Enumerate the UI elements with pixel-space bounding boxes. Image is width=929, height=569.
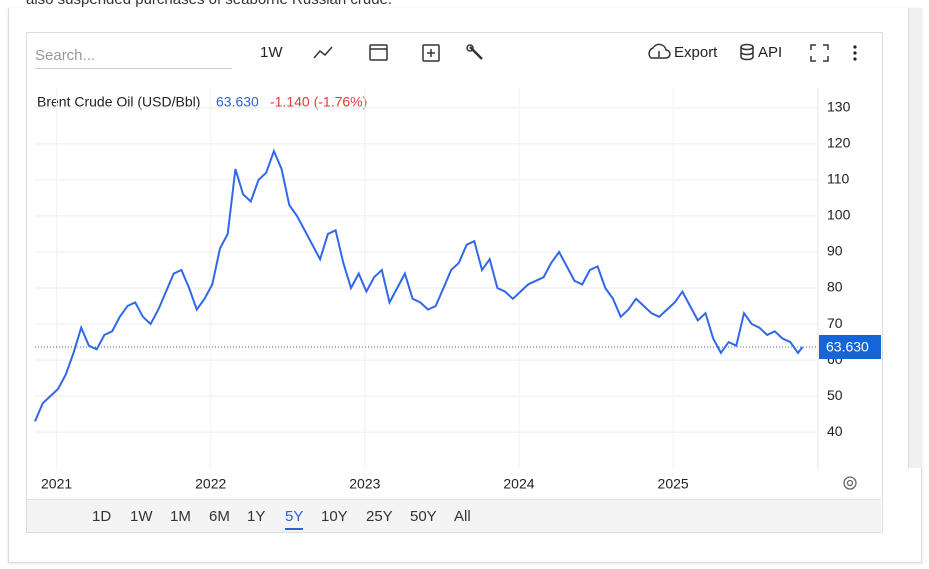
search-box[interactable]: Search... [35,44,232,69]
export-button[interactable]: Export [674,44,718,61]
y-tick-label: 130 [827,99,851,115]
last-price-label: 63.630 [826,339,869,355]
x-tick-label: 2024 [503,476,534,492]
range-button[interactable]: 25Y [366,508,393,525]
menu-icon[interactable] [853,45,857,61]
range-button[interactable]: 10Y [321,508,348,525]
range-button[interactable]: 6M [209,508,230,525]
change: -1.140 (-1.76%) [270,94,367,110]
price: 63.630 [216,94,259,110]
series-title: Brent Crude Oil (USD/Bbl) [37,94,200,110]
y-tick-label: 40 [827,423,843,439]
y-tick-label: 100 [827,207,851,223]
range-button[interactable]: All [454,508,471,525]
range-bar: 1D 1W 1M 6M 1Y 5Y 10Y 25Y 50Y All [27,499,881,532]
intro-text: also suspended purchases of seaborne Rus… [26,0,392,8]
toolbar-icons[interactable] [313,43,829,62]
interval-button[interactable]: 1W [260,44,283,61]
y-tick-label: 70 [827,315,843,331]
x-tick-label: 2023 [349,476,380,492]
range-button[interactable]: 1M [170,508,191,525]
settings-icon[interactable] [843,476,857,490]
y-tick-label: 50 [827,387,843,403]
y-tick-label: 110 [827,171,850,187]
y-tick-label: 90 [827,243,843,259]
api-button[interactable]: API [758,44,783,61]
price-line [34,148,804,422]
range-button[interactable]: 50Y [410,508,437,525]
range-button[interactable]: 5Y [285,508,304,530]
y-tick-label: 120 [827,135,851,151]
range-button[interactable]: 1D [92,508,112,525]
last-price-badge [819,335,881,360]
range-button[interactable]: 1W [130,508,153,525]
x-tick-label: 2021 [41,476,72,492]
x-tick-label: 2025 [658,476,689,492]
y-tick-label: 80 [827,279,843,295]
scrollbar[interactable] [908,8,922,468]
x-tick-label: 2022 [195,476,226,492]
range-button[interactable]: 1Y [247,508,266,525]
